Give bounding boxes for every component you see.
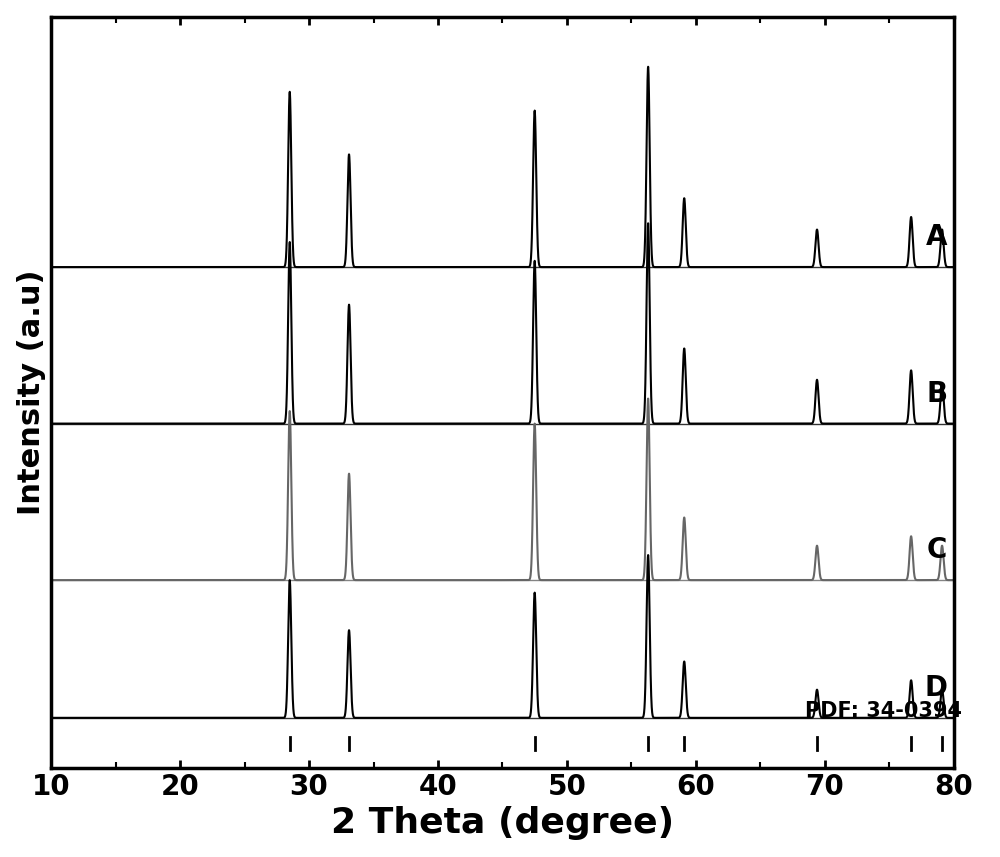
X-axis label: 2 Theta (degree): 2 Theta (degree): [331, 806, 674, 841]
Text: C: C: [927, 536, 947, 565]
Y-axis label: Intensity (a.u): Intensity (a.u): [17, 270, 46, 515]
Text: A: A: [926, 224, 947, 251]
Text: PDF: 34-0394: PDF: 34-0394: [805, 701, 962, 721]
Text: B: B: [926, 380, 947, 408]
Text: D: D: [924, 674, 947, 702]
